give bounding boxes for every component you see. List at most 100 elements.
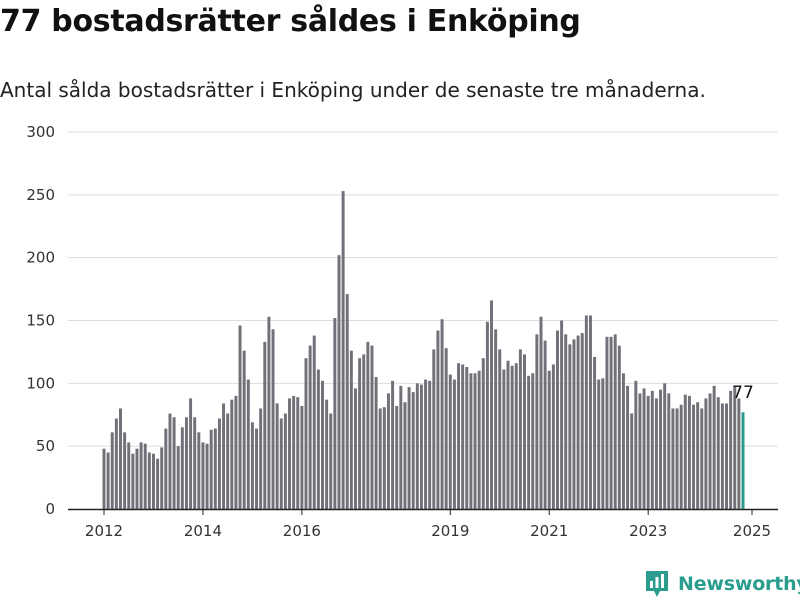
x-tick-label: 2014 [184,522,222,540]
bar [593,356,597,509]
bar [164,428,168,509]
bar [679,404,683,509]
bar [263,341,267,509]
bar [349,350,353,509]
bar [106,452,110,509]
bar [382,407,386,509]
bar [366,341,370,509]
bar [329,413,333,509]
bar [650,390,654,509]
bar [473,373,477,509]
bar [564,334,568,509]
bar [597,379,601,509]
bar [226,413,230,509]
bar [708,393,712,509]
bar [457,363,461,509]
bar [432,349,436,509]
bar [403,402,407,509]
bar [197,432,201,509]
bar [415,383,419,509]
bar [646,395,650,509]
bar [729,390,733,509]
brand-name: Newsworthy [678,573,800,595]
bar [230,399,234,509]
bar [238,325,242,509]
bar [692,404,696,509]
x-tick-label: 2012 [85,522,123,540]
bar [292,395,296,509]
bar [234,395,238,509]
bar [358,358,362,509]
bar [490,300,494,509]
bar [436,330,440,509]
bar [712,385,716,509]
bar [659,389,663,509]
bar [654,398,658,509]
bar [469,373,473,509]
bar [687,395,691,509]
bar [123,432,127,509]
bar [477,370,481,509]
bar [539,316,543,509]
bar [143,443,147,509]
bar [160,447,164,509]
x-tick-label: 2021 [530,522,568,540]
bar [184,417,188,509]
bar [609,336,613,509]
bar [321,380,324,509]
x-tick-label: 2016 [283,522,321,540]
bar [523,354,526,509]
y-tick-label: 50 [36,437,55,455]
bar [733,385,737,509]
bar [176,446,180,509]
bar [626,385,630,509]
last-value-label: 77 [732,383,754,403]
bar [638,393,642,509]
y-tick-label: 100 [26,374,55,392]
bar [584,315,588,509]
bar [337,255,341,509]
bar [448,374,452,509]
bar [312,335,316,509]
bar [242,350,246,509]
bar [428,380,432,509]
bar [271,329,275,509]
bar [391,380,395,509]
bar [325,399,329,509]
bar [588,315,592,509]
bar [424,379,428,509]
bar [535,334,539,509]
bar [407,387,411,509]
bar [621,373,625,509]
chart-title: 77 bostadsrätter såldes i Enköping [0,4,581,39]
bar [201,442,205,509]
bar [506,360,510,509]
bar [288,398,291,509]
bar [275,403,279,509]
bar-chart-pin-icon [646,571,668,597]
bar [189,398,193,509]
bar [386,393,390,509]
y-tick-label: 250 [26,186,55,204]
bar [485,321,489,509]
bar [131,453,135,509]
bar [502,369,506,509]
bar [139,442,143,509]
bar [395,405,399,509]
bar [452,379,456,509]
bar [213,428,217,509]
bar [667,393,671,509]
bar [193,417,197,509]
bar [255,428,259,509]
bar [114,418,118,509]
bar [259,408,263,509]
bar [696,402,700,509]
bar [741,412,745,509]
bar [333,317,337,509]
y-tick-label: 150 [26,312,55,330]
bar [551,364,555,509]
y-axis: 0 50 100 150 200 250 300 [26,123,55,518]
bar [576,335,580,509]
bar [362,354,366,509]
